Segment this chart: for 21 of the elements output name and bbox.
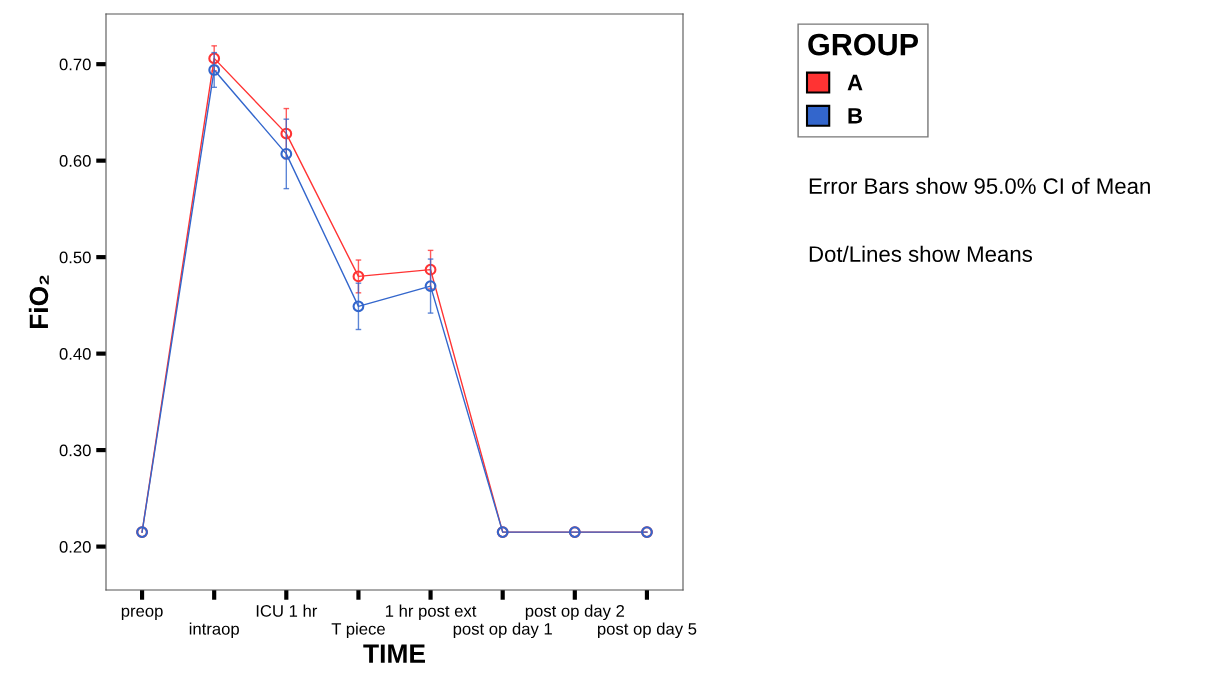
x-tick-label: T piece	[331, 622, 385, 639]
y-axis-title: FiO₂	[28, 275, 49, 329]
x-tick-label: post op day 1	[453, 622, 552, 639]
x-axis-title: TIME	[363, 644, 425, 663]
legend-label: A	[847, 74, 863, 91]
x-tick-label: 1 hr post ext	[385, 604, 477, 621]
y-tick-label: 0.40	[59, 348, 91, 360]
x-tick-label: ICU 1 hr	[256, 604, 318, 617]
legend-title: GROUP	[808, 33, 918, 56]
x-tick-label: post op day 2	[525, 604, 625, 621]
x-tick-label: preop	[121, 607, 163, 621]
x-tick-label: intraop	[189, 622, 239, 639]
legend-label: B	[848, 108, 863, 124]
text: Error Bars show 95.0% CI of Mean	[809, 177, 1150, 194]
y-tick-label: 0.20	[59, 540, 91, 553]
y-tick-label: 0.50	[59, 251, 91, 264]
y-tick-label: 0.30	[59, 444, 91, 457]
y-tick-label: 0.60	[59, 155, 91, 167]
y-tick-label: 0.70	[59, 58, 91, 71]
x-tick-label: post op day 5	[597, 622, 697, 639]
text: Dot/Lines show Means	[809, 245, 1032, 262]
